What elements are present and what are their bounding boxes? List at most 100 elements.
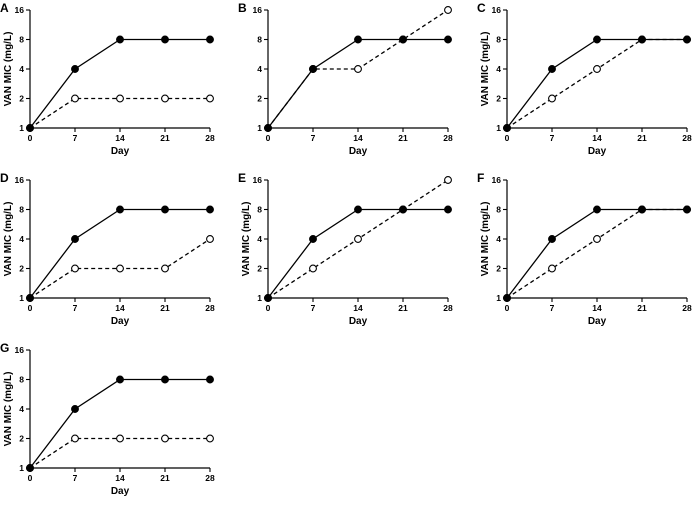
data-point-open <box>444 6 452 14</box>
series-line-dashed <box>506 208 687 299</box>
series-line-solid <box>29 38 210 129</box>
y-tick-label: 16 <box>15 345 25 355</box>
y-tick-label: 1 <box>496 123 501 133</box>
data-point-open <box>309 264 317 273</box>
x-tick-label: 0 <box>505 133 510 143</box>
data-point-filled <box>116 375 124 384</box>
data-point-open <box>161 434 169 443</box>
data-point-open <box>593 235 601 243</box>
x-tick-label: 21 <box>160 133 170 143</box>
y-tick-label: 8 <box>496 35 501 45</box>
x-tick-label: 28 <box>443 133 453 143</box>
y-tick-label: 8 <box>19 375 24 385</box>
y-tick-label: 16 <box>253 175 263 185</box>
data-point-filled <box>26 294 34 302</box>
data-point-filled <box>503 124 511 132</box>
data-point-filled <box>206 375 214 384</box>
y-tick-label: 2 <box>257 94 262 104</box>
x-tick-label: 0 <box>28 133 33 143</box>
x-tick-label: 7 <box>73 473 78 483</box>
x-tick-label: 0 <box>266 133 271 143</box>
y-tick-label: 2 <box>257 264 262 274</box>
panel-letter: E <box>238 171 246 185</box>
x-tick-label: 28 <box>682 303 692 313</box>
data-point-open <box>116 434 124 443</box>
data-point-filled <box>206 35 214 44</box>
panel-letter: G <box>0 341 9 355</box>
y-tick-label: 1 <box>19 463 24 473</box>
data-point-filled <box>161 205 169 214</box>
x-axis-title: Day <box>111 486 130 497</box>
data-point-open <box>354 235 362 243</box>
chart-panel-e: E 1 2 4 8 16 0 7 14 21 28 Day VAN MIC (mg/L) <box>238 171 453 327</box>
x-tick-label: 7 <box>311 133 316 143</box>
series-line-solid <box>267 208 448 299</box>
y-tick-label: 1 <box>257 293 262 303</box>
data-point-filled <box>264 124 272 132</box>
data-point-filled <box>444 35 452 44</box>
data-point-filled <box>309 65 317 73</box>
series-line-solid <box>506 38 687 129</box>
x-axis-title: Day <box>111 316 130 327</box>
y-tick-label: 16 <box>253 5 263 15</box>
x-tick-label: 0 <box>266 303 271 313</box>
chart-panel-g: G 1 2 4 8 16 0 7 14 21 28 Day VAN MIC (mg/L) <box>0 341 215 497</box>
x-tick-label: 14 <box>115 303 125 313</box>
y-tick-label: 8 <box>496 205 501 215</box>
data-point-open <box>116 264 124 273</box>
panel-letter: F <box>477 171 484 185</box>
data-point-open <box>354 65 362 73</box>
data-point-filled <box>71 235 79 243</box>
x-tick-label: 7 <box>73 133 78 143</box>
data-point-filled <box>399 35 407 44</box>
data-point-filled <box>593 35 601 44</box>
data-point-open <box>71 434 79 443</box>
x-tick-label: 14 <box>115 473 125 483</box>
x-tick-label: 0 <box>28 473 33 483</box>
y-tick-label: 8 <box>257 205 262 215</box>
data-point-filled <box>399 205 407 214</box>
x-tick-label: 28 <box>443 303 453 313</box>
x-axis-title: Day <box>111 146 130 157</box>
data-point-filled <box>116 35 124 44</box>
chart-panel-c: C 1 2 4 8 16 0 7 14 21 28 Day VAN MIC (mg/L) <box>477 1 692 157</box>
data-point-filled <box>683 35 691 44</box>
data-point-open <box>206 434 214 443</box>
data-point-filled <box>206 205 214 214</box>
data-point-filled <box>26 124 34 132</box>
y-axis-title: VAN MIC (mg/L) <box>3 372 14 447</box>
y-tick-label: 8 <box>19 205 24 215</box>
data-point-filled <box>638 35 646 44</box>
series-line-solid <box>29 208 210 299</box>
data-point-filled <box>116 205 124 214</box>
data-point-filled <box>71 405 79 413</box>
chart-panel-b: B 1 2 4 8 16 0 7 14 21 28 Day <box>238 1 453 157</box>
y-tick-label: 16 <box>15 5 25 15</box>
data-point-filled <box>309 235 317 243</box>
y-tick-label: 2 <box>19 264 24 274</box>
panel-letter: A <box>0 1 9 15</box>
data-point-open <box>548 94 556 103</box>
data-point-filled <box>548 235 556 243</box>
chart-panel-a: A 1 2 4 8 16 0 7 14 21 28 Day VAN MIC (mg/L) <box>0 1 215 157</box>
data-point-filled <box>26 464 34 472</box>
x-tick-label: 14 <box>592 133 602 143</box>
y-tick-label: 4 <box>19 234 24 244</box>
series-line-solid <box>506 208 687 299</box>
y-tick-label: 1 <box>19 123 24 133</box>
data-point-filled <box>683 205 691 214</box>
y-tick-label: 4 <box>19 64 24 74</box>
data-point-filled <box>444 205 452 214</box>
y-tick-label: 4 <box>19 404 24 414</box>
chart-panel-f: F 1 2 4 8 16 0 7 14 21 28 Day VAN MIC (mg/L) <box>477 171 692 327</box>
y-axis-title: VAN MIC (mg/L) <box>480 202 491 277</box>
x-tick-label: 21 <box>637 303 647 313</box>
data-point-filled <box>264 294 272 302</box>
x-tick-label: 7 <box>550 303 555 313</box>
data-point-open <box>548 264 556 273</box>
x-axis-title: Day <box>588 316 607 327</box>
y-tick-label: 4 <box>257 234 262 244</box>
data-point-open <box>161 94 169 103</box>
x-tick-label: 14 <box>592 303 602 313</box>
series-line-dashed <box>506 38 687 129</box>
